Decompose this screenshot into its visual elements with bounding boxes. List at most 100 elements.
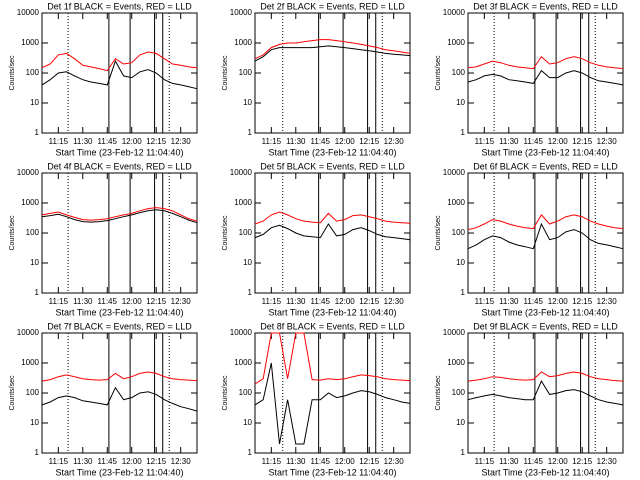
x-axis-label: Start Time (23-Feb-12 11:04:40) [56, 307, 184, 317]
y-tick-label: 10000 [230, 8, 253, 17]
y-tick-label: 1000 [21, 38, 39, 47]
x-axis-label: Start Time (23-Feb-12 11:04:40) [56, 467, 184, 477]
y-tick-label: 1 [248, 128, 253, 137]
panel-title: Det 6f BLACK = Events, RED = LLD [473, 161, 618, 171]
x-tick-label: 11:15 [262, 297, 282, 306]
x-tick-label: 12:15 [572, 137, 593, 146]
plot-frame [41, 12, 198, 134]
y-tick-label: 10 [243, 258, 252, 267]
y-tick-label: 10000 [17, 8, 40, 17]
x-tick-label: 11:30 [286, 137, 306, 146]
y-tick-label: 100 [239, 388, 253, 397]
y-tick-label: 10000 [443, 168, 466, 177]
y-tick-label: 1000 [21, 198, 39, 207]
x-axis-label: Start Time (23-Feb-12 11:04:40) [56, 147, 184, 157]
x-tick-label: 12:00 [122, 457, 143, 466]
y-tick-label: 100 [26, 228, 40, 237]
panel-title: Det 8f BLACK = Events, RED = LLD [260, 321, 405, 331]
panel: Det 8f BLACK = Events, RED = LLD Start Ti… [222, 321, 411, 477]
x-tick-label: 12:30 [171, 457, 192, 466]
x-tick-label: 11:45 [311, 137, 331, 146]
x-tick-label: 12:00 [548, 457, 569, 466]
panel-title: Det 9f BLACK = Events, RED = LLD [473, 321, 618, 331]
x-tick-label: 12:00 [548, 137, 569, 146]
plot-frame [467, 172, 624, 294]
panel: Det 6f BLACK = Events, RED = LLD Start Ti… [435, 161, 624, 317]
x-tick-label: 12:15 [359, 297, 380, 306]
y-tick-label: 10 [243, 418, 252, 427]
x-tick-label: 11:45 [98, 297, 118, 306]
x-axis-label: Start Time (23-Feb-12 11:04:40) [269, 467, 397, 477]
y-axis-label: Counts/sec [222, 215, 229, 251]
x-tick-label: 11:30 [286, 297, 306, 306]
x-tick-label: 11:15 [49, 297, 69, 306]
count-rate-line [467, 371, 624, 382]
plot-frame [254, 12, 411, 134]
y-tick-label: 10000 [443, 8, 466, 17]
y-axis-label: Counts/sec [222, 55, 229, 91]
x-axis-label: Start Time (23-Feb-12 11:04:40) [269, 307, 397, 317]
y-axis-label: Counts/sec [9, 215, 16, 251]
x-tick-label: 12:00 [548, 297, 569, 306]
y-tick-label: 100 [452, 388, 466, 397]
x-tick-label: 12:30 [384, 137, 405, 146]
panel: Det 7f BLACK = Events, RED = LLD Start Ti… [9, 321, 198, 477]
y-tick-label: 1 [461, 128, 466, 137]
y-axis-label: Counts/sec [222, 375, 229, 411]
panel-title: Det 4f BLACK = Events, RED = LLD [47, 161, 192, 171]
y-tick-label: 1000 [447, 358, 465, 367]
x-tick-label: 11:15 [475, 137, 495, 146]
y-tick-label: 10 [456, 418, 465, 427]
count-rate-line [41, 59, 198, 90]
y-tick-label: 100 [239, 228, 253, 237]
panel: Det 1f BLACK = Events, RED = LLD Start Ti… [9, 1, 198, 157]
x-tick-label: 11:30 [286, 457, 306, 466]
x-tick-label: 12:00 [122, 137, 143, 146]
x-tick-label: 11:45 [311, 457, 331, 466]
x-tick-label: 11:30 [73, 457, 93, 466]
panel: Det 5f BLACK = Events, RED = LLD Start Ti… [222, 161, 411, 317]
y-tick-label: 10 [30, 98, 39, 107]
x-tick-label: 11:45 [98, 457, 118, 466]
panel-title: Det 2f BLACK = Events, RED = LLD [260, 1, 405, 11]
y-axis-label: Counts/sec [9, 55, 16, 91]
plot-frame [254, 172, 411, 294]
x-tick-label: 11:15 [262, 137, 282, 146]
y-tick-label: 10000 [17, 328, 40, 337]
x-tick-label: 12:00 [335, 137, 356, 146]
count-rate-line [467, 222, 624, 250]
x-tick-label: 12:00 [335, 297, 356, 306]
y-tick-label: 10 [30, 418, 39, 427]
x-tick-label: 12:15 [146, 137, 167, 146]
y-tick-label: 1000 [234, 38, 252, 47]
panel: Det 9f BLACK = Events, RED = LLD Start Ti… [435, 321, 624, 477]
y-tick-label: 1 [35, 288, 40, 297]
x-tick-label: 11:15 [262, 457, 282, 466]
plot-frame [41, 172, 198, 294]
count-rate-line [254, 39, 411, 60]
x-tick-label: 11:45 [98, 137, 118, 146]
x-tick-label: 12:30 [171, 137, 192, 146]
x-tick-label: 12:15 [146, 457, 167, 466]
count-rate-line [467, 380, 624, 406]
panel-title: Det 1f BLACK = Events, RED = LLD [47, 1, 192, 11]
y-tick-label: 1 [35, 448, 40, 457]
x-tick-label: 11:45 [524, 137, 544, 146]
count-rate-line [41, 207, 198, 222]
y-tick-label: 100 [452, 68, 466, 77]
x-tick-label: 12:15 [572, 457, 593, 466]
y-tick-label: 100 [26, 68, 40, 77]
count-rate-line [41, 51, 198, 72]
x-axis-label: Start Time (23-Feb-12 11:04:40) [482, 307, 610, 317]
x-tick-label: 12:15 [359, 457, 380, 466]
panel: Det 2f BLACK = Events, RED = LLD Start Ti… [222, 1, 411, 157]
count-rate-line [41, 371, 198, 382]
y-tick-label: 10 [456, 258, 465, 267]
x-tick-label: 11:30 [499, 457, 519, 466]
y-tick-label: 10000 [17, 168, 40, 177]
y-tick-label: 1 [248, 288, 253, 297]
y-tick-label: 100 [452, 228, 466, 237]
x-tick-label: 12:15 [572, 297, 593, 306]
count-rate-line [254, 211, 411, 225]
x-tick-label: 11:30 [499, 297, 519, 306]
